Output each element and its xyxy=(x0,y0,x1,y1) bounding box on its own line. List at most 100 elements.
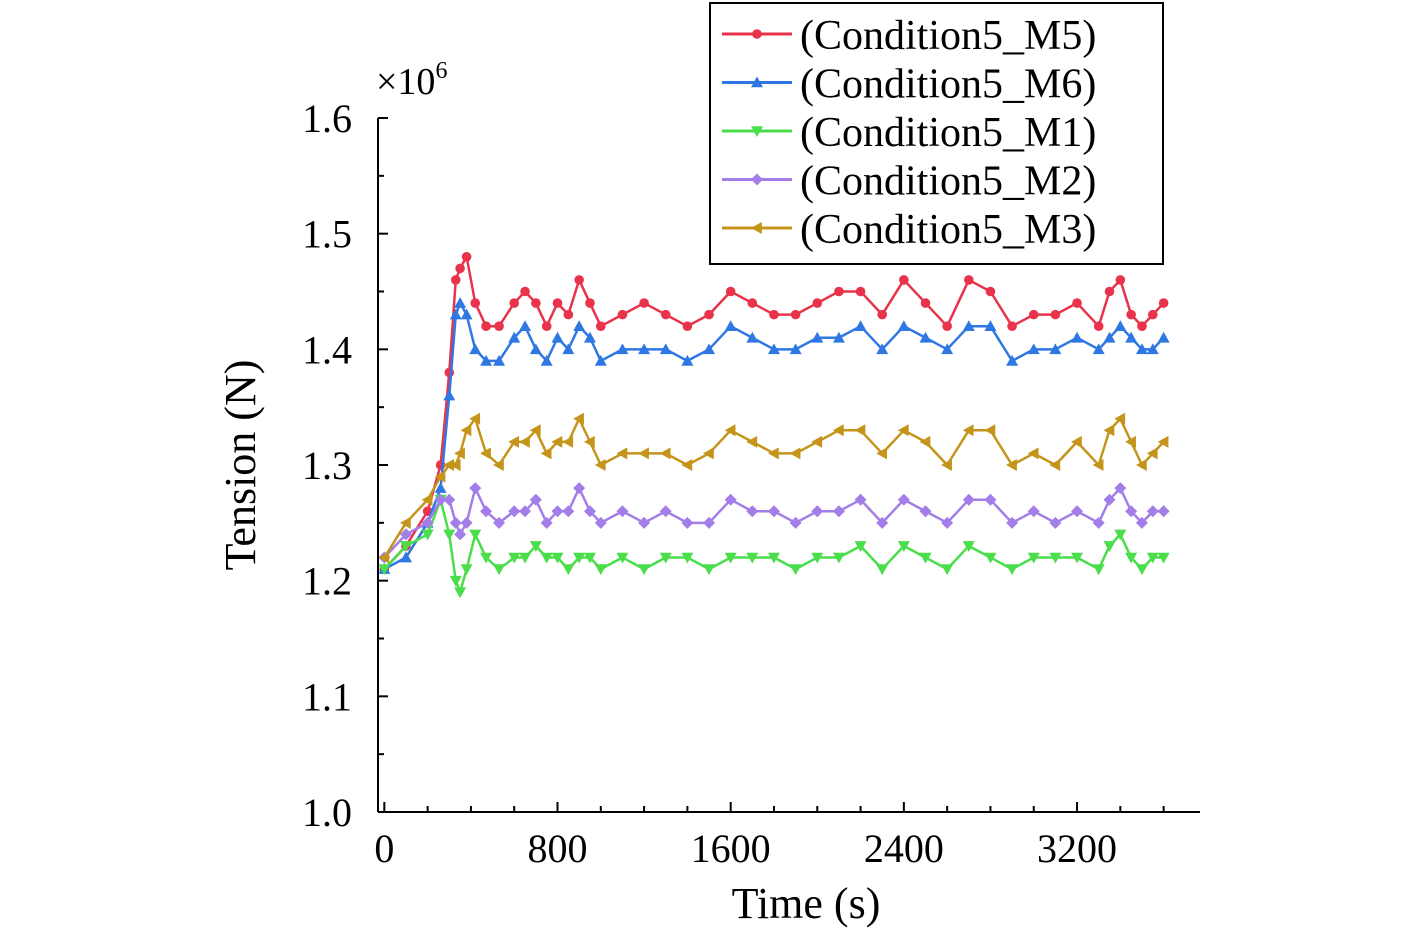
data-point xyxy=(1027,343,1040,355)
data-point xyxy=(583,331,596,343)
data-point xyxy=(461,251,472,262)
data-point xyxy=(583,435,595,448)
legend-items: (Condition5_M5)(Condition5_M6)(Condition… xyxy=(722,13,1096,253)
data-point xyxy=(460,564,473,576)
data-point xyxy=(659,447,671,460)
data-point xyxy=(509,298,520,308)
data-point xyxy=(964,275,974,285)
data-point xyxy=(746,331,759,343)
series-2 xyxy=(378,297,1170,574)
data-point xyxy=(659,505,672,518)
y-tick-label: 1.6 xyxy=(302,96,352,141)
data-point xyxy=(638,564,651,576)
data-point xyxy=(1049,516,1062,529)
data-point xyxy=(811,505,824,518)
series-5 xyxy=(378,412,1169,564)
data-point xyxy=(984,424,996,437)
data-point xyxy=(1146,552,1159,564)
data-point xyxy=(469,412,481,425)
data-point xyxy=(434,482,447,493)
data-point xyxy=(1092,459,1104,471)
data-point xyxy=(1006,354,1019,366)
data-point xyxy=(480,505,493,518)
data-point xyxy=(449,516,462,529)
legend-item-1: (Condition5_M5) xyxy=(722,13,1096,59)
data-point xyxy=(876,447,888,460)
legend-item-5: (Condition5_M3) xyxy=(722,207,1096,253)
data-point xyxy=(834,286,844,297)
series-3 xyxy=(378,494,1170,599)
data-point xyxy=(583,552,596,564)
data-point xyxy=(769,309,779,320)
data-point xyxy=(594,516,607,529)
data-point xyxy=(1006,459,1017,471)
data-point xyxy=(789,564,802,576)
data-point xyxy=(454,297,467,308)
data-point xyxy=(703,343,716,355)
data-point xyxy=(877,309,888,320)
data-point xyxy=(1125,505,1138,518)
data-point xyxy=(594,459,606,471)
data-point xyxy=(1006,516,1019,529)
data-point xyxy=(1071,435,1082,448)
legend-label: (Condition5_M2) xyxy=(800,159,1096,205)
data-point xyxy=(984,493,997,506)
data-point xyxy=(962,320,975,331)
data-point xyxy=(529,541,542,552)
x-tick-label: 0 xyxy=(374,826,394,871)
data-point xyxy=(639,298,649,308)
data-point xyxy=(724,424,736,437)
legend-label: (Condition5_M5) xyxy=(800,13,1096,59)
data-point xyxy=(681,516,694,529)
data-point xyxy=(540,354,553,366)
legend-item-2: (Condition5_M6) xyxy=(722,62,1096,108)
data-point xyxy=(562,505,575,518)
data-point xyxy=(519,320,532,331)
series-line xyxy=(383,301,1165,571)
data-point xyxy=(703,447,714,460)
data-point xyxy=(1006,564,1019,576)
data-point xyxy=(529,424,541,437)
data-point xyxy=(574,275,584,285)
data-point xyxy=(531,298,541,308)
data-point xyxy=(421,529,434,541)
data-point xyxy=(454,528,467,541)
data-point xyxy=(1146,343,1159,355)
data-point xyxy=(681,459,693,471)
data-point xyxy=(421,493,433,506)
data-point xyxy=(897,424,909,437)
data-point xyxy=(616,505,629,518)
data-point xyxy=(449,308,462,320)
data-point xyxy=(470,298,481,308)
data-point xyxy=(854,493,867,506)
data-point xyxy=(443,389,456,401)
x-axis-label: Time (s) xyxy=(732,879,881,928)
data-point xyxy=(724,493,737,506)
data-point xyxy=(789,447,801,460)
data-point xyxy=(660,309,671,320)
data-point xyxy=(1050,309,1061,320)
data-point xyxy=(450,275,461,285)
data-point xyxy=(480,354,493,366)
data-point xyxy=(1027,447,1039,460)
data-point xyxy=(1071,552,1084,564)
data-point xyxy=(481,321,491,332)
data-point xyxy=(767,552,780,564)
data-point xyxy=(1115,275,1126,285)
data-point xyxy=(1148,309,1158,320)
legend: (Condition5_M5)(Condition5_M6)(Condition… xyxy=(709,2,1164,265)
data-point xyxy=(811,435,823,448)
data-point xyxy=(789,516,802,529)
data-point xyxy=(1135,459,1147,471)
legend-swatch-marker xyxy=(752,29,762,39)
data-point xyxy=(1103,493,1116,506)
legend-item-4: (Condition5_M2) xyxy=(722,159,1096,205)
legend-item-3: (Condition5_M1) xyxy=(722,110,1096,156)
data-point xyxy=(562,343,575,355)
data-point xyxy=(767,343,780,355)
data-point xyxy=(585,298,595,308)
legend-label: (Condition5_M6) xyxy=(800,62,1096,108)
tick-labels: 0 800 1600 2400 3200 1.0 1.1 1.2 1.3 1.4 1.5 1.6 xyxy=(302,96,1117,871)
data-point xyxy=(1146,505,1159,518)
data-point xyxy=(508,331,521,343)
